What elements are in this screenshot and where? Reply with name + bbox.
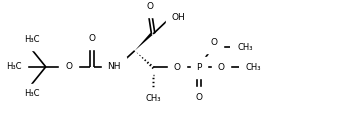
Text: O: O (211, 38, 218, 47)
Text: OH: OH (172, 13, 185, 22)
Text: O: O (217, 63, 224, 72)
Text: H₃C: H₃C (24, 35, 39, 44)
Text: O: O (65, 62, 72, 71)
Text: O: O (147, 2, 154, 11)
Text: CH₃: CH₃ (237, 43, 252, 52)
Polygon shape (135, 33, 153, 51)
Text: O: O (196, 93, 203, 102)
Text: CH₃: CH₃ (245, 63, 261, 72)
Text: H₃C: H₃C (6, 62, 21, 71)
Text: CH₃: CH₃ (145, 94, 161, 103)
Text: P: P (196, 63, 202, 72)
Text: NH: NH (107, 62, 121, 71)
Text: H₃C: H₃C (24, 89, 39, 98)
Text: O: O (174, 63, 181, 72)
Text: O: O (89, 34, 96, 43)
